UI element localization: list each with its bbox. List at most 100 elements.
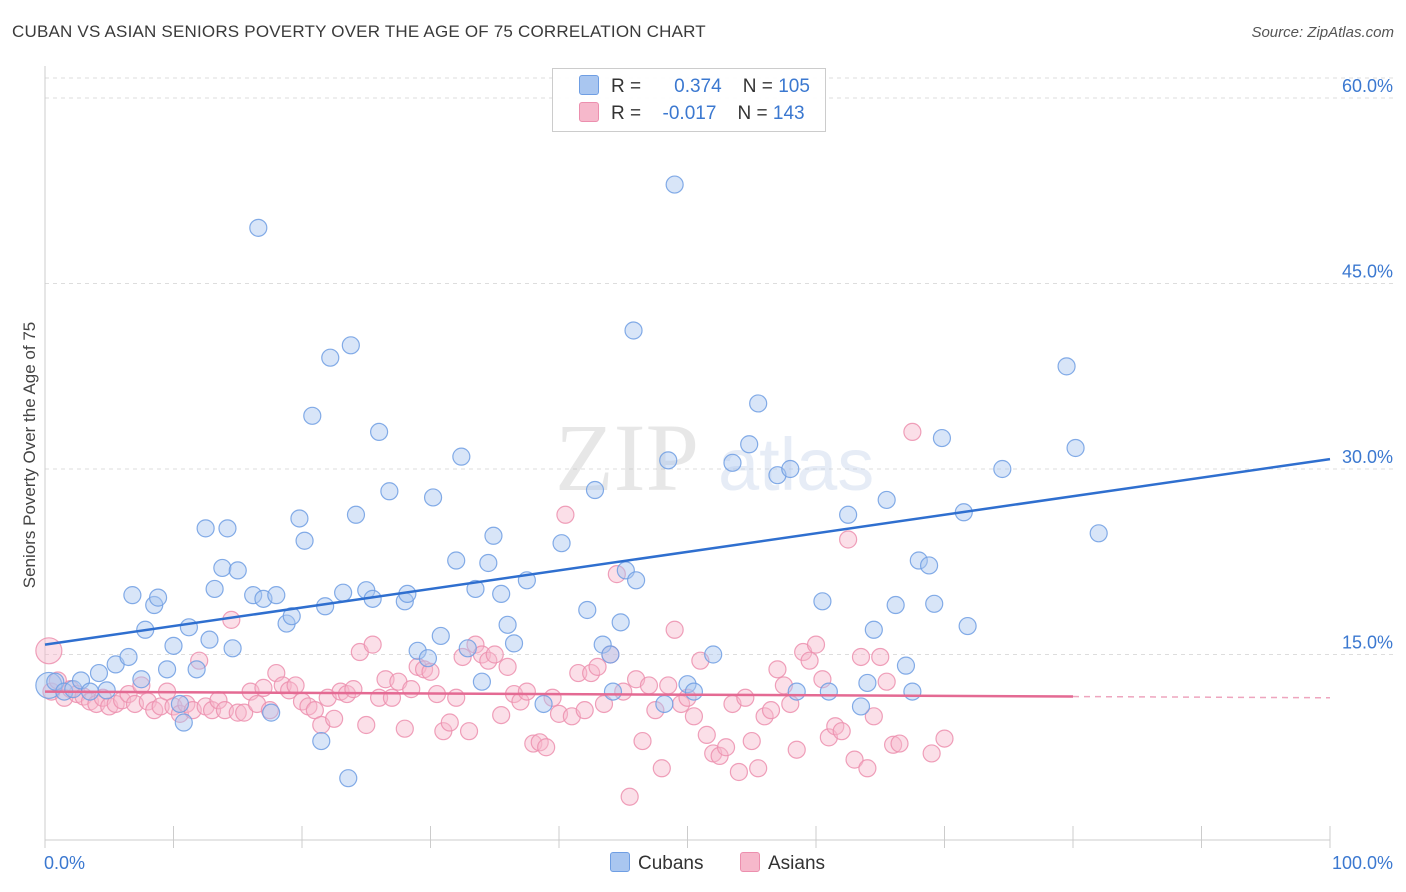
cubans-point	[593, 635, 612, 654]
cubans-point	[896, 656, 916, 675]
cubans-point	[164, 636, 183, 655]
asians-point	[883, 735, 903, 754]
asians-point	[498, 657, 517, 676]
cubans-point	[601, 645, 620, 664]
asians-point	[839, 530, 858, 549]
asians-point	[659, 676, 678, 695]
asians-point	[614, 682, 633, 701]
cubans-point	[479, 553, 498, 573]
cubans-point	[552, 534, 571, 553]
cubans-point	[267, 586, 286, 605]
asians-point	[684, 707, 704, 726]
asians-point	[620, 787, 639, 806]
asians-point	[716, 738, 736, 757]
cubans-point	[200, 630, 219, 649]
asians-point	[119, 684, 138, 704]
asians-point	[492, 705, 511, 725]
cubans-legend-swatch	[610, 852, 630, 872]
asians-point	[607, 565, 626, 584]
cubans-point	[244, 586, 263, 605]
cubans-point	[187, 660, 206, 679]
cubans-point	[504, 634, 524, 653]
asians-n-value: 143	[772, 103, 805, 124]
cubans-point	[787, 682, 806, 701]
cubans-point	[170, 694, 190, 714]
asians-point	[569, 663, 588, 683]
asians-point	[421, 662, 440, 681]
cubans-point	[282, 607, 301, 626]
cubans-point	[886, 595, 905, 615]
asians-point	[132, 676, 151, 695]
cubans-point	[932, 428, 952, 448]
asians-point	[357, 715, 376, 735]
cubans-point	[290, 509, 309, 528]
cubans-point	[858, 673, 877, 693]
axes	[44, 66, 1331, 848]
cubans-point	[877, 490, 896, 510]
cubans-point	[484, 526, 503, 545]
cubans-r-value: 0.374	[674, 76, 722, 97]
cubans-point	[958, 616, 977, 636]
asians-point	[222, 610, 241, 629]
asians-point	[736, 688, 755, 707]
cubans-point	[408, 641, 427, 660]
asians-point	[344, 680, 363, 699]
cubans-point	[993, 459, 1012, 479]
cubans-point	[665, 175, 684, 194]
cubans-point	[611, 613, 630, 632]
cubans-point	[148, 588, 168, 607]
asians-points	[35, 422, 954, 806]
asians-point	[382, 688, 402, 707]
cubans-point	[678, 675, 697, 694]
asians-point	[447, 688, 466, 707]
asians-point	[806, 635, 826, 654]
cubans-point	[659, 451, 678, 470]
asians-point	[864, 707, 883, 726]
asians-point	[858, 759, 877, 778]
asians-point	[845, 750, 864, 769]
cubans-point	[684, 682, 704, 701]
cubans-point	[423, 488, 443, 507]
cubans-point	[749, 394, 768, 413]
cubans-point	[418, 649, 438, 668]
cubans-point	[472, 672, 491, 691]
cubans-point	[839, 505, 858, 524]
asians-point	[768, 660, 787, 679]
cubans-point	[919, 556, 939, 575]
cubans-point	[295, 531, 314, 550]
asians-point	[742, 731, 761, 751]
cubans-point	[262, 703, 281, 722]
asians-trend-line	[44, 690, 1074, 698]
cubans-point	[578, 600, 597, 620]
bottom-legend-cubans: Cubans	[610, 852, 704, 875]
cubans-point	[334, 583, 353, 602]
cubans-point	[534, 694, 553, 714]
x-tick-min: 0.0%	[44, 853, 86, 873]
y-tick-label: 45.0%	[1342, 262, 1393, 282]
asians-r-value: -0.017	[662, 103, 717, 124]
cubans-point	[447, 551, 466, 570]
asians-point	[453, 647, 472, 667]
cubans-point	[1057, 357, 1076, 376]
asians-point	[363, 635, 382, 654]
asians-point	[459, 722, 479, 741]
chart-title: CUBAN VS ASIAN SENIORS POVERTY OVER THE …	[12, 22, 706, 41]
asians-point	[639, 676, 659, 695]
cubans-point	[205, 579, 224, 599]
cubans-point	[452, 447, 471, 466]
asians-point	[286, 676, 305, 695]
cubans-point	[321, 348, 340, 367]
cubans-point	[89, 663, 109, 683]
asians-point	[800, 651, 819, 670]
source-credit: Source: ZipAtlas.com	[1251, 24, 1394, 41]
cubans-point	[380, 482, 399, 501]
cubans-point	[218, 519, 237, 538]
asians-swatch	[579, 102, 599, 122]
asians-point	[556, 505, 575, 524]
asians-point	[235, 703, 254, 722]
cubans-point	[341, 336, 360, 355]
cubans-point	[813, 592, 832, 611]
bottom-legend-asians: Asians	[740, 852, 825, 875]
cubans-point	[223, 639, 242, 658]
y-tick-label: 30.0%	[1342, 447, 1393, 467]
